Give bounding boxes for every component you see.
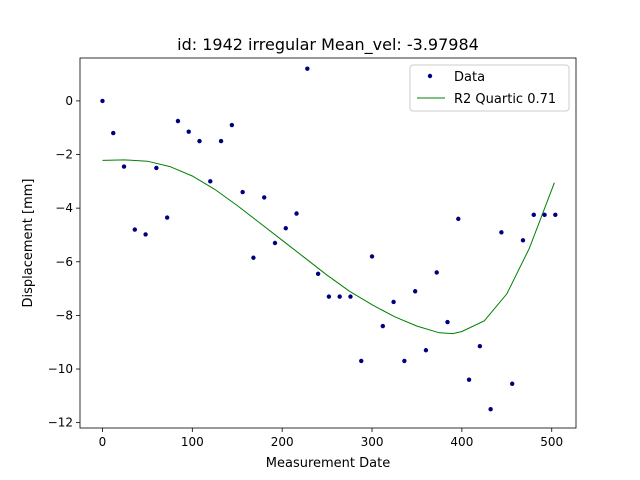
data-point — [197, 138, 202, 144]
data-point — [164, 215, 170, 220]
data-point — [477, 344, 483, 349]
data-point — [466, 377, 472, 382]
data-point — [186, 129, 191, 134]
y-tick-label: −8 — [55, 308, 73, 322]
y-tick-label: −6 — [55, 255, 73, 269]
legend-label-data: Data — [454, 70, 485, 85]
data-point — [380, 323, 386, 329]
x-tick-label: 300 — [361, 435, 384, 449]
x-axis-label: Measurement Date — [266, 456, 390, 471]
data-point — [499, 230, 504, 235]
plot-area: 0 100 200 300 400 500 0 −2 −4 −6 −8 −10 −12 — [48, 57, 577, 449]
data-point — [305, 66, 310, 71]
data-point — [294, 211, 299, 216]
data-point — [175, 118, 181, 124]
x-tick-label: 100 — [181, 435, 204, 449]
data-point — [348, 294, 353, 299]
y-axis-label: Displacement [mm] — [21, 179, 36, 308]
data-point — [272, 240, 278, 246]
data-point — [553, 212, 558, 218]
data-point — [434, 270, 439, 275]
data-point — [510, 381, 515, 386]
data-point — [262, 195, 267, 200]
data-point — [520, 238, 526, 243]
data-point — [412, 289, 418, 294]
data-point — [456, 216, 461, 222]
data-point — [369, 254, 375, 259]
data-point — [542, 212, 547, 218]
legend: Data R2 Quartic 0.71 — [409, 64, 570, 112]
x-tick-label: 0 — [99, 435, 107, 449]
y-tick-label: 0 — [65, 94, 73, 108]
data-point — [240, 189, 245, 195]
data-point — [337, 294, 342, 299]
x-tick-label: 500 — [540, 435, 563, 449]
y-tick-label: −2 — [55, 148, 73, 162]
data-point — [218, 138, 224, 144]
y-tick-label: −10 — [48, 362, 73, 376]
data-point — [359, 358, 364, 364]
y-tick-label: −12 — [48, 416, 73, 430]
x-tick-label: 200 — [271, 435, 294, 449]
data-point — [132, 227, 138, 232]
data-point — [283, 226, 288, 231]
legend-box — [409, 64, 570, 112]
legend-label-fit: R2 Quartic 0.71 — [454, 92, 556, 107]
data-point — [531, 212, 536, 218]
data-point — [315, 271, 321, 277]
legend-marker-data — [427, 73, 433, 79]
data-point — [488, 407, 493, 412]
y-tick-label: −4 — [55, 201, 73, 215]
data-point — [143, 232, 148, 237]
data-point — [251, 255, 256, 260]
data-point — [402, 358, 407, 364]
data-point — [100, 98, 105, 104]
data-point — [154, 165, 159, 171]
data-point — [423, 348, 429, 353]
data-point — [121, 164, 127, 169]
data-point — [208, 179, 213, 184]
data-point — [229, 122, 235, 128]
data-point — [391, 299, 396, 305]
fit-line — [102, 159, 555, 335]
data-point — [111, 130, 116, 136]
chart-title: id: 1942 irregular Mean_vel: -3.97984 — [177, 35, 479, 55]
data-point — [445, 319, 450, 325]
axes-frame — [79, 57, 577, 429]
data-point — [326, 294, 332, 299]
x-tick-label: 400 — [450, 435, 473, 449]
